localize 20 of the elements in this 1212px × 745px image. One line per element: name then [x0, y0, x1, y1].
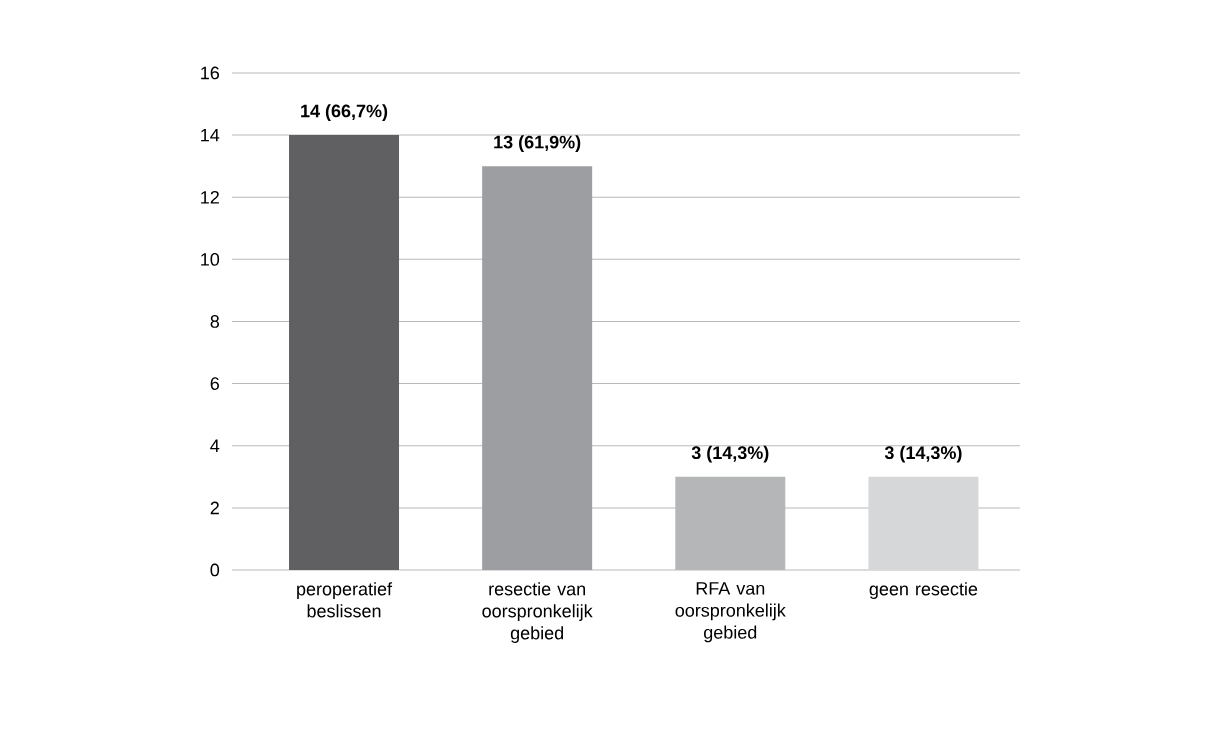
data-label: 13 (61,9%) [494, 135, 581, 152]
y-tick-label: 14 [201, 128, 220, 142]
x-tick-label: RFA van oorspronkelijk gebied [675, 582, 786, 643]
x-tick-label: geen resectie [869, 582, 978, 599]
y-tick-label: 0 [210, 563, 220, 577]
y-tick-label: 12 [201, 190, 219, 204]
y-tick-label: 2 [210, 501, 219, 515]
x-tick-label: resectie van oorspronkelijk gebied [482, 582, 593, 643]
bar [289, 135, 400, 570]
x-tick-label: peroperatief beslissen [297, 582, 393, 618]
data-label: 3 (14,3%) [691, 445, 769, 463]
y-tick-label: 8 [210, 315, 220, 328]
data-label: 3 (14,3%) [884, 445, 962, 463]
y-tick-label: 6 [210, 377, 220, 390]
bar [868, 476, 979, 570]
y-tick-label: 4 [210, 439, 220, 452]
data-label: 14 (66,7%) [301, 104, 388, 121]
y-tick-label: 16 [201, 66, 220, 80]
bar [482, 166, 593, 570]
y-tick-label: 10 [201, 252, 220, 266]
